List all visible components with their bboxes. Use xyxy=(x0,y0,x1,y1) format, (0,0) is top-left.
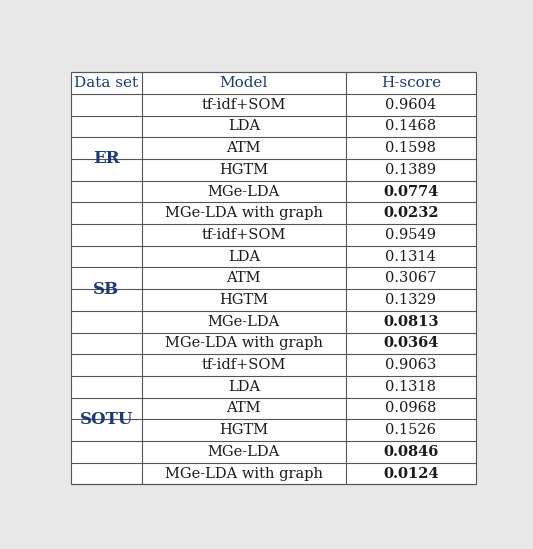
Text: 0.0813: 0.0813 xyxy=(383,315,439,329)
Text: HGTM: HGTM xyxy=(219,423,269,437)
Text: LDA: LDA xyxy=(228,120,260,133)
Text: Model: Model xyxy=(220,76,268,90)
Text: LDA: LDA xyxy=(228,250,260,264)
Text: ATM: ATM xyxy=(227,141,261,155)
Text: 0.0124: 0.0124 xyxy=(383,467,439,480)
Text: MGe-LDA: MGe-LDA xyxy=(208,184,280,199)
Text: 0.9604: 0.9604 xyxy=(385,98,437,112)
Text: MGe-LDA: MGe-LDA xyxy=(208,445,280,459)
Text: 0.1468: 0.1468 xyxy=(385,120,437,133)
Text: HGTM: HGTM xyxy=(219,163,269,177)
Text: 0.1389: 0.1389 xyxy=(385,163,437,177)
Text: Data set: Data set xyxy=(74,76,138,90)
Text: 0.9549: 0.9549 xyxy=(385,228,437,242)
Text: tf-idf+SOM: tf-idf+SOM xyxy=(201,228,286,242)
Text: tf-idf+SOM: tf-idf+SOM xyxy=(201,358,286,372)
Text: H-score: H-score xyxy=(381,76,441,90)
Text: tf-idf+SOM: tf-idf+SOM xyxy=(201,98,286,112)
Text: LDA: LDA xyxy=(228,380,260,394)
Text: 0.1318: 0.1318 xyxy=(385,380,437,394)
Text: 0.0232: 0.0232 xyxy=(383,206,439,220)
Text: MGe-LDA with graph: MGe-LDA with graph xyxy=(165,206,323,220)
Text: MGe-LDA with graph: MGe-LDA with graph xyxy=(165,337,323,350)
Text: SOTU: SOTU xyxy=(79,411,133,428)
Text: 0.1526: 0.1526 xyxy=(385,423,437,437)
Text: 0.1329: 0.1329 xyxy=(385,293,437,307)
Text: ATM: ATM xyxy=(227,271,261,285)
Text: ER: ER xyxy=(93,150,119,167)
Text: MGe-LDA: MGe-LDA xyxy=(208,315,280,329)
Text: 0.0846: 0.0846 xyxy=(383,445,439,459)
Text: MGe-LDA with graph: MGe-LDA with graph xyxy=(165,467,323,480)
Text: 0.9063: 0.9063 xyxy=(385,358,437,372)
Text: 0.3067: 0.3067 xyxy=(385,271,437,285)
Text: 0.0968: 0.0968 xyxy=(385,401,437,416)
Text: 0.0774: 0.0774 xyxy=(383,184,439,199)
Text: HGTM: HGTM xyxy=(219,293,269,307)
Text: ATM: ATM xyxy=(227,401,261,416)
Text: SB: SB xyxy=(93,281,119,298)
Text: 0.0364: 0.0364 xyxy=(383,337,439,350)
Text: 0.1598: 0.1598 xyxy=(385,141,437,155)
Text: 0.1314: 0.1314 xyxy=(385,250,436,264)
